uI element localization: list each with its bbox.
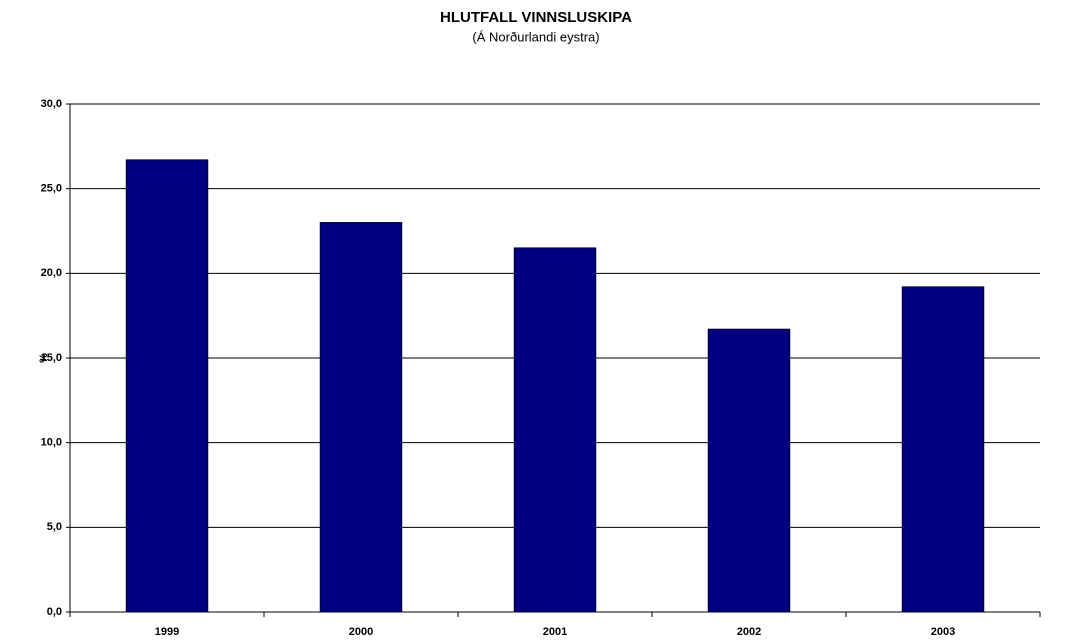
y-tick-label: 10,0: [41, 437, 62, 449]
y-tick-label: 25,0: [41, 183, 62, 195]
chart-subtitle: (Á Norðurlandi eystra): [472, 29, 599, 44]
bar: [125, 159, 209, 613]
x-tick-label: 2001: [543, 626, 567, 638]
y-tick-label: 0,0: [47, 606, 62, 618]
y-tick-label: 30,0: [41, 98, 62, 110]
bar: [707, 328, 791, 613]
x-tick-label: 2000: [349, 626, 373, 638]
y-axis-label: %: [38, 353, 50, 363]
y-tick-label: 20,0: [41, 267, 62, 279]
x-tick-label: 2002: [737, 626, 761, 638]
chart-title: HLUTFALL VINNSLUSKIPA: [440, 9, 632, 26]
y-tick-label: 5,0: [47, 521, 62, 533]
bar: [901, 286, 985, 613]
x-tick-label: 2003: [931, 626, 955, 638]
bar: [513, 247, 597, 613]
x-tick-label: 1999: [155, 626, 179, 638]
y-tick-label: 15,0: [41, 352, 62, 364]
bar: [319, 222, 403, 613]
